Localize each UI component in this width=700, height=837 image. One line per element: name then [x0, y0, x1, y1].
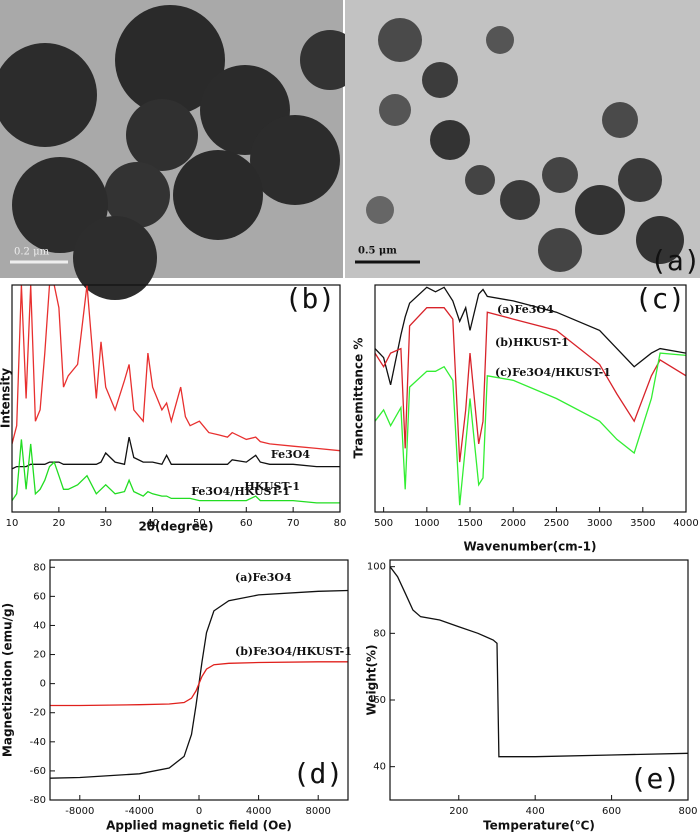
- x-axis-title: Temperature(℃): [483, 819, 595, 833]
- scale-bar-label: 0.5 μm: [358, 246, 397, 257]
- x-tick-label: 4000: [246, 806, 271, 817]
- series-label: (b)Fe3O4/HKUST-1: [235, 645, 352, 658]
- series-label: Fe3O4/HKUST-1: [191, 485, 290, 498]
- y-tick-label: 100: [367, 562, 386, 573]
- x-tick-label: 600: [602, 806, 621, 817]
- y-tick-label: 60: [373, 695, 386, 706]
- x-tick-label: 10: [6, 518, 19, 529]
- x-tick-label: 0: [196, 806, 202, 817]
- plot-frame: [11, 284, 341, 513]
- x-axis-title: Wavenumber(cm-1): [463, 540, 596, 554]
- x-tick-label: 4000: [673, 518, 698, 529]
- x-tick-label: 60: [240, 518, 253, 529]
- x-tick-label: 200: [449, 806, 468, 817]
- y-axis-title: Weight(%): [365, 645, 379, 716]
- y-tick-label: 80: [33, 562, 46, 573]
- y-tick-label: 20: [33, 650, 46, 661]
- x-tick-label: 2000: [500, 518, 525, 529]
- x-axis-title: Applied magnetic field (Oe): [106, 819, 292, 833]
- x-tick-label: -4000: [125, 806, 154, 817]
- y-tick-label: 0: [40, 679, 46, 690]
- x-tick-label: 1500: [457, 518, 482, 529]
- series-label: (c)Fe3O4/HKUST-1: [495, 366, 611, 379]
- y-axis-title: Magnetization (emu/g): [1, 603, 15, 757]
- y-tick-label: 40: [373, 762, 386, 773]
- series-label: HKUST-1: [244, 480, 300, 493]
- x-tick-label: 500: [374, 518, 393, 529]
- series-line: [50, 661, 348, 707]
- series-label: Fe3O4: [271, 448, 310, 461]
- series-line: [12, 439, 340, 504]
- y-tick-label: -40: [30, 737, 46, 748]
- series-line: [12, 436, 340, 470]
- y-tick-label: 80: [373, 628, 386, 639]
- series-label: (a)Fe3O4: [235, 571, 292, 584]
- panel-label: (e): [630, 762, 681, 795]
- x-tick-label: 30: [99, 518, 112, 529]
- plot-frame: [49, 559, 349, 801]
- panel-label: (c): [635, 282, 686, 315]
- y-tick-label: -80: [30, 795, 46, 806]
- x-tick-label: 3000: [587, 518, 612, 529]
- panel-label: (d): [293, 757, 344, 790]
- y-axis-title: Intensity: [0, 368, 13, 428]
- plot-frame: [389, 559, 689, 801]
- x-tick-label: 8000: [305, 806, 330, 817]
- micrograph-left: 0.2 μm: [0, 0, 360, 300]
- series-line: [375, 286, 686, 386]
- chart-panel: 500 1000 1500 2000 2500 3000 3500 4000 (a)Fe3O4 (…: [352, 282, 699, 554]
- chart-panel: -8000 -4000 0 4000 8000 -80 -60 -40 -20 0 20 40 60 80…: [1, 559, 352, 833]
- x-tick-label: 800: [678, 806, 697, 817]
- series-line: [375, 307, 686, 463]
- x-tick-label: -8000: [65, 806, 94, 817]
- x-tick-label: 3500: [630, 518, 655, 529]
- panel-label: (a): [650, 244, 700, 277]
- x-tick-label: 400: [526, 806, 545, 817]
- series-label: (b)HKUST-1: [495, 336, 569, 349]
- x-tick-label: 40: [146, 518, 159, 529]
- series-label: (a)Fe3O4: [497, 303, 554, 316]
- y-tick-label: -60: [30, 766, 46, 777]
- y-tick-label: 60: [33, 591, 46, 602]
- panel-label: (b): [285, 282, 336, 315]
- scale-bar-label: 0.2 μm: [14, 247, 50, 258]
- x-tick-label: 50: [193, 518, 206, 529]
- x-tick-label: 20: [52, 518, 65, 529]
- x-axis-title: 2θ(degree): [138, 520, 213, 534]
- micrograph-right: 0.5 μm (a): [345, 0, 700, 278]
- x-tick-label: 70: [287, 518, 300, 529]
- x-tick-label: 80: [334, 518, 347, 529]
- x-tick-label: 1000: [414, 518, 439, 529]
- series-line: [390, 566, 688, 758]
- chart-panel: 10 20 30 40 50 60 70 80 HKUST-1 Fe3O4 Fe3O4/HKUST-…: [0, 282, 346, 534]
- y-axis-title: Trancemittance %: [352, 338, 366, 459]
- y-tick-label: -20: [30, 708, 46, 719]
- chart-panel: 200 400 600 800 40 60 80 100 Temperature(℃) Weigh…: [365, 559, 698, 833]
- series-line: [12, 285, 340, 452]
- y-tick-label: 40: [33, 620, 46, 631]
- series-line: [375, 352, 686, 506]
- x-tick-label: 2500: [544, 518, 569, 529]
- plot-frame: [374, 284, 687, 513]
